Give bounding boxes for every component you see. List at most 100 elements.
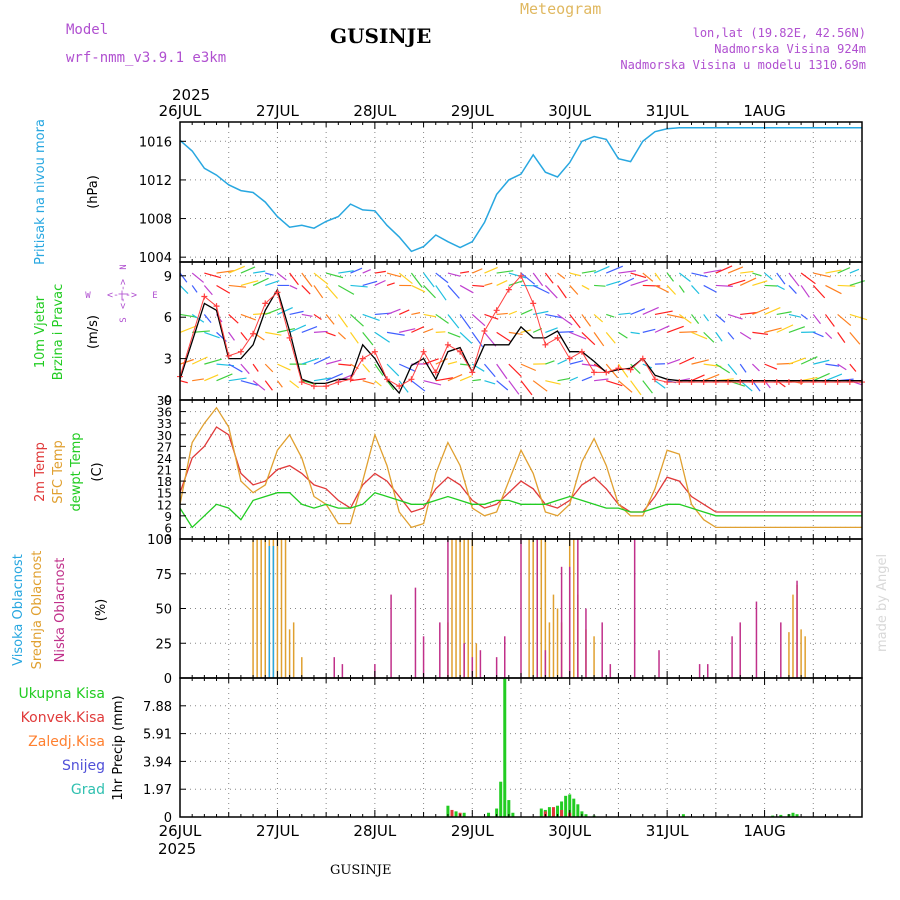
wind-arrow bbox=[678, 313, 692, 324]
wind-arrow bbox=[508, 280, 524, 287]
wind-arrow bbox=[459, 375, 472, 382]
wind-arrow bbox=[265, 307, 283, 315]
wind-arrow bbox=[752, 272, 762, 277]
pressure-axis-label: Pritisak na nivou mora bbox=[33, 119, 48, 265]
wind-gust-marker bbox=[432, 369, 439, 376]
wind-arrow bbox=[472, 379, 481, 382]
y-tick-label: 1008 bbox=[139, 213, 172, 228]
wind-arrow bbox=[703, 284, 717, 293]
wind-arrow bbox=[837, 313, 852, 326]
wind-arrow bbox=[216, 284, 231, 294]
y-tick-label: 1012 bbox=[139, 174, 172, 189]
wind-arrow bbox=[325, 359, 342, 365]
date-label-top: 26JUL bbox=[159, 102, 202, 120]
wind-arrow bbox=[386, 380, 395, 391]
date-label-bottom: 26JUL bbox=[159, 822, 202, 840]
wind-arrow bbox=[642, 328, 656, 333]
wind-arrow bbox=[362, 313, 380, 322]
wind-arrow bbox=[557, 377, 571, 382]
y-tick-label: 6 bbox=[164, 521, 172, 535]
precip-bar bbox=[560, 801, 564, 817]
wind-arrow bbox=[813, 272, 831, 278]
wind-arrow bbox=[630, 272, 647, 279]
wind-arrow bbox=[228, 284, 247, 288]
date-label-bottom: 1AUG bbox=[743, 822, 785, 840]
wind-arrow bbox=[398, 309, 410, 315]
wind-arrow bbox=[544, 285, 558, 299]
wind-arrow bbox=[228, 332, 235, 341]
wind-arrow bbox=[277, 272, 287, 281]
wind-arrow bbox=[825, 269, 842, 274]
date-label-bottom: 31JUL bbox=[646, 822, 689, 840]
wind-arrow bbox=[325, 314, 335, 325]
compass-vertical: <-|-> bbox=[118, 279, 129, 309]
wind-arrow bbox=[313, 272, 329, 285]
pressure-unit-label: (hPa) bbox=[86, 175, 101, 209]
wind-arrow bbox=[423, 380, 442, 386]
wind-panel bbox=[177, 265, 868, 396]
wind-arrow bbox=[374, 380, 382, 387]
precip-bar bbox=[779, 814, 783, 817]
model-label: Model bbox=[66, 22, 108, 38]
wind-arrow bbox=[362, 280, 378, 287]
wind-arrow bbox=[204, 374, 219, 382]
precip-bar bbox=[446, 805, 450, 817]
sfc-temp-axis-label: SFC Temp bbox=[51, 440, 66, 504]
wind-arrow bbox=[265, 280, 280, 287]
wind-arrow bbox=[764, 363, 778, 370]
wind-gust-marker bbox=[712, 379, 719, 386]
wind-arrow bbox=[776, 324, 794, 333]
wind-arrow bbox=[691, 314, 700, 324]
wind-gust-marker bbox=[250, 330, 257, 337]
wind-gust-marker bbox=[201, 293, 208, 300]
wind-gust-marker bbox=[664, 379, 671, 386]
y-tick-label: 9 bbox=[164, 510, 172, 524]
wind-arrow bbox=[362, 332, 374, 346]
wind-arrow bbox=[605, 331, 616, 344]
y-tick-label: 30 bbox=[157, 429, 172, 443]
wind-arrow bbox=[191, 356, 208, 365]
y-tick-label: 5.91 bbox=[143, 728, 172, 743]
wind-gust-marker bbox=[359, 355, 366, 362]
wind-arrow bbox=[618, 380, 633, 393]
wind-arrow bbox=[386, 282, 395, 287]
wind-gust-marker bbox=[493, 307, 500, 314]
wind-gust-marker bbox=[347, 376, 354, 383]
wind-arrow bbox=[788, 326, 806, 333]
wind-arrow bbox=[569, 314, 581, 329]
wind-arrow bbox=[472, 268, 483, 274]
precip-bar bbox=[551, 807, 555, 817]
wind-arrow bbox=[666, 358, 681, 365]
wind-arrow bbox=[399, 328, 416, 333]
wind-arrow bbox=[496, 312, 508, 316]
wind-arrow bbox=[752, 280, 768, 287]
wind-arrow bbox=[703, 314, 710, 322]
wind-arrow bbox=[825, 331, 833, 339]
wind-arrow bbox=[739, 331, 752, 340]
wind-arrow bbox=[265, 331, 282, 336]
wind-arrow bbox=[642, 272, 654, 282]
wind-arrow bbox=[813, 372, 830, 382]
wind-arrow bbox=[447, 373, 463, 382]
wind-arrow bbox=[788, 272, 800, 287]
wind-arrow bbox=[435, 358, 448, 365]
wind-gust-marker bbox=[591, 369, 598, 376]
wind-arrow bbox=[727, 279, 746, 287]
compass-n: N bbox=[119, 264, 129, 269]
wind-arrow bbox=[520, 380, 533, 396]
wind-arrow bbox=[800, 356, 818, 365]
wind-arrow bbox=[313, 356, 331, 365]
wind-arrow bbox=[837, 332, 846, 343]
wind-arrow bbox=[423, 285, 436, 299]
wind-arrow bbox=[532, 284, 550, 294]
wind-arrow bbox=[545, 360, 555, 365]
wind-arrow bbox=[533, 310, 549, 316]
wind-arrow bbox=[557, 313, 573, 326]
wind-arrow bbox=[277, 307, 293, 315]
wind-arrow bbox=[544, 272, 554, 284]
wind-arrow bbox=[484, 363, 496, 378]
wind-arrow bbox=[203, 285, 213, 296]
footer-station: GUSINJE bbox=[330, 863, 391, 878]
wind-arrow bbox=[837, 267, 851, 274]
wind-arrow bbox=[837, 284, 856, 287]
